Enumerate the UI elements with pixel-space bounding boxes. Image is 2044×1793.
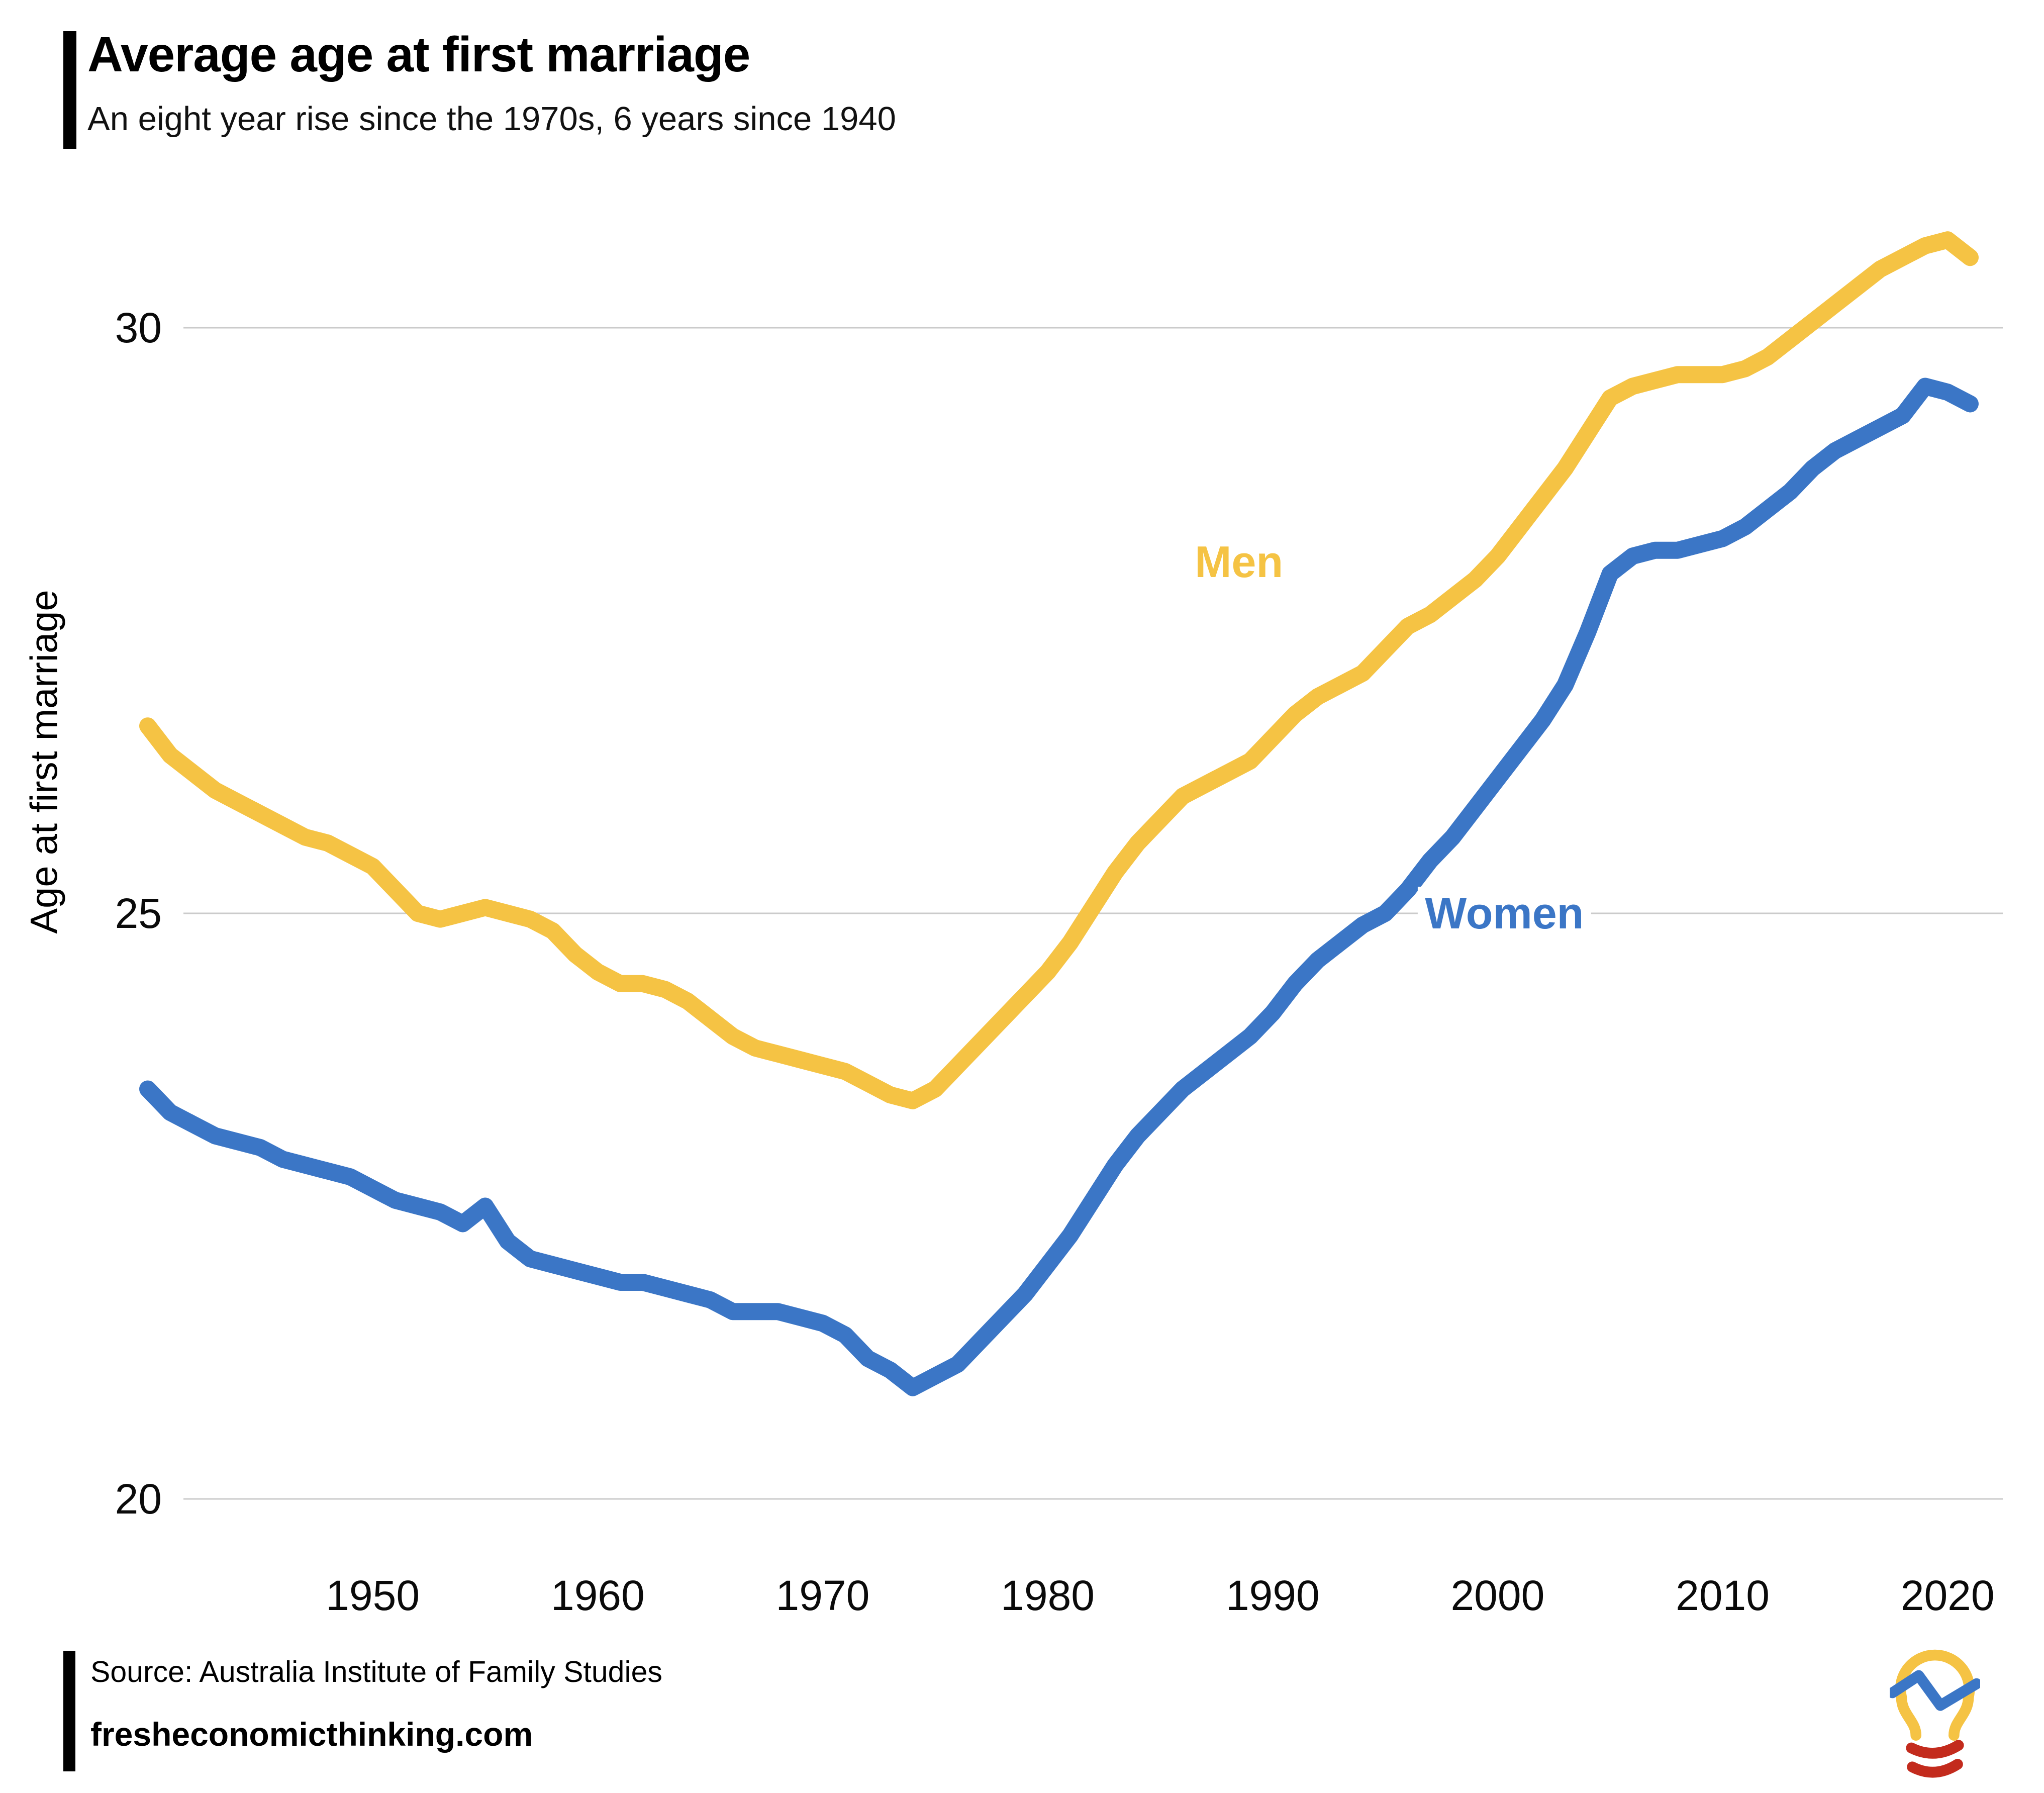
y-tick-label-20: 20 [115,1475,162,1523]
x-tick-label-2020: 2020 [1900,1572,1995,1619]
x-tick-label-1960: 1960 [550,1572,645,1619]
lightbulb-chart-logo [1890,1649,1980,1778]
x-tick-label-1950: 1950 [326,1572,420,1619]
y-tick-label-25: 25 [115,890,162,937]
series-label-women: Women [1418,887,1591,940]
series-line-men [139,231,1979,1109]
y-tick-label-30: 30 [115,304,162,351]
logo-bulb-arc [1895,1649,1975,1703]
website-credit: fresheconomicthinking.com [90,1716,533,1753]
title-accent-bar [63,31,76,149]
x-tick-label-1980: 1980 [1001,1572,1095,1619]
logo-zigzag-line [1890,1670,1980,1711]
logo-base-stripe-2 [1907,1759,1963,1778]
source-credit: Source: Australia Institute of Family St… [90,1655,662,1688]
footer-accent-bar [63,1651,75,1771]
x-tick-label-2000: 2000 [1450,1572,1545,1619]
page-title: Average age at first marriage [87,27,750,82]
logo-bulb-left-side [1896,1691,1921,1741]
x-tick-label-1970: 1970 [775,1572,870,1619]
logo-base-stripe-1 [1906,1740,1964,1759]
x-tick-label-2010: 2010 [1676,1572,1770,1619]
logo-bulb-right-side [1949,1691,1974,1741]
x-tick-label-1990: 1990 [1225,1572,1320,1619]
page-subtitle: An eight year rise since the 1970s, 6 ye… [87,100,896,138]
series-line-women [139,378,1979,1396]
series-label-men: Men [1188,535,1291,589]
series-lines [139,231,1979,1396]
